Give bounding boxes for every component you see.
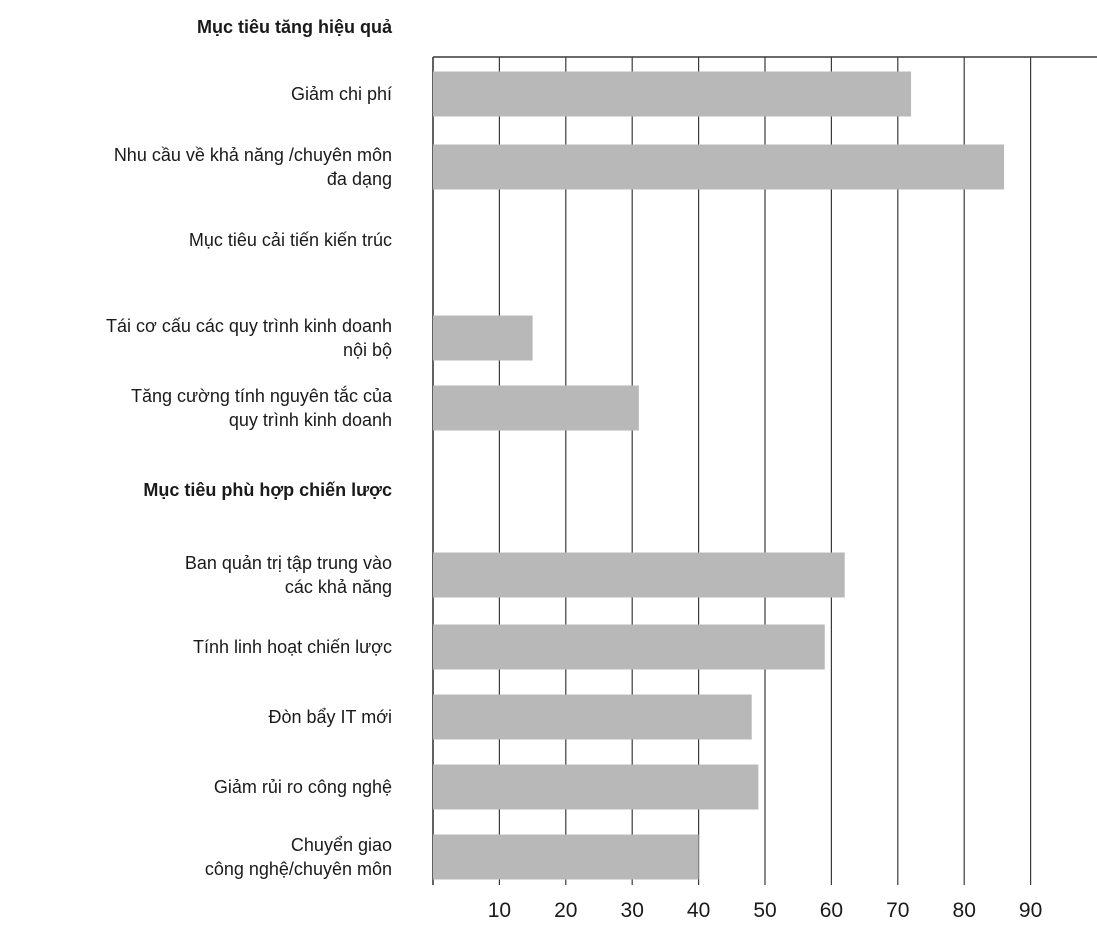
bar bbox=[433, 71, 912, 117]
group-heading: Mục tiêu phù hợp chiến lược bbox=[143, 480, 392, 500]
category-label: Tính linh hoạt chiến lược bbox=[193, 637, 392, 657]
x-tick-label: 60 bbox=[820, 899, 843, 922]
category-label: Giảm rủi ro công nghệ bbox=[214, 777, 392, 797]
group-heading: Mục tiêu tăng hiệu quả bbox=[197, 17, 393, 37]
category-label-line: Chuyển giao bbox=[291, 835, 392, 855]
category-label-line: các khả năng bbox=[285, 577, 392, 597]
category-label: Tăng cường tính nguyên tắc của quy trình … bbox=[131, 385, 393, 430]
category-label: Đòn bẩy IT mới bbox=[268, 707, 392, 727]
category-label-line: Mục tiêu cải tiến kiến trúc bbox=[189, 230, 392, 250]
category-label: Ban quản trị tập trung vào các khả năng bbox=[185, 553, 392, 597]
category-label: Mục tiêu cải tiến kiến trúc bbox=[189, 230, 392, 250]
category-label-line: Tăng cường tính nguyên tắc của bbox=[131, 385, 393, 406]
x-tick-label: 30 bbox=[621, 899, 644, 922]
category-label: Nhu cầu về khả năng /chuyên môn đa dạng bbox=[114, 145, 392, 189]
category-label-line: nội bộ bbox=[343, 340, 392, 360]
x-tick-label: 80 bbox=[953, 899, 976, 922]
bar bbox=[433, 764, 759, 810]
x-tick-label: 50 bbox=[753, 899, 776, 922]
category-label: Giảm chi phí bbox=[291, 84, 392, 104]
category-label: Tái cơ cấu các quy trình kinh doanh nội b… bbox=[106, 316, 392, 360]
category-label-line: đa dạng bbox=[327, 169, 392, 189]
bar bbox=[433, 315, 533, 361]
category-label-line: công nghệ/chuyên môn bbox=[205, 859, 392, 879]
category-label-line: quy trình kinh doanh bbox=[229, 410, 392, 430]
x-tick-label: 40 bbox=[687, 899, 710, 922]
bar bbox=[433, 624, 825, 670]
category-label-line: Tái cơ cấu các quy trình kinh doanh bbox=[106, 316, 392, 336]
category-label-line: Nhu cầu về khả năng /chuyên môn bbox=[114, 145, 392, 165]
bar bbox=[433, 385, 639, 431]
category-label-line: Ban quản trị tập trung vào bbox=[185, 553, 392, 573]
category-label: Chuyển giao công nghệ/chuyên môn bbox=[205, 835, 392, 879]
x-tick-label: 10 bbox=[488, 899, 511, 922]
x-tick-label: 90 bbox=[1019, 899, 1042, 922]
x-tick-label: 70 bbox=[886, 899, 909, 922]
category-label-line: Đòn bẩy IT mới bbox=[268, 707, 392, 727]
x-tick-label: 20 bbox=[554, 899, 577, 922]
category-label-line: Tính linh hoạt chiến lược bbox=[193, 637, 392, 657]
category-label-line: Giảm chi phí bbox=[291, 84, 392, 104]
bar bbox=[433, 834, 699, 880]
bar bbox=[433, 552, 845, 598]
category-label-line: Giảm rủi ro công nghệ bbox=[214, 777, 392, 797]
bar bbox=[433, 694, 752, 740]
bar bbox=[433, 144, 1005, 190]
